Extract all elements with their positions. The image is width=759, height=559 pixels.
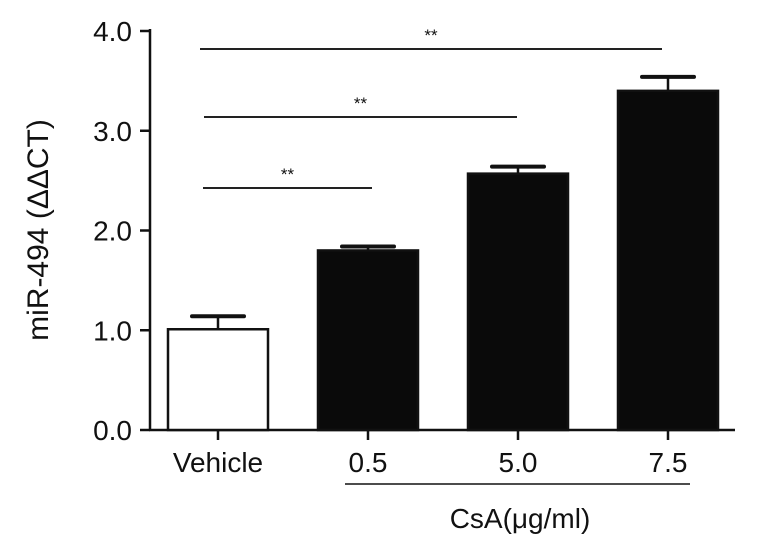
significance-label: **	[424, 26, 438, 45]
y-tick-label: 3.0	[93, 116, 132, 147]
x-tick-label: Vehicle	[173, 447, 263, 478]
y-tick-label: 1.0	[93, 315, 132, 346]
significance-label: **	[281, 165, 295, 184]
significance-label: **	[354, 94, 368, 113]
bar-7-5	[616, 89, 720, 432]
x-tick-label: 7.5	[649, 447, 688, 478]
y-tick-label: 0.0	[93, 415, 132, 446]
y-tick-label: 4.0	[93, 16, 132, 47]
x-tick-label: 5.0	[499, 447, 538, 478]
bar-0-5	[316, 249, 420, 432]
bar-5-0	[466, 172, 570, 432]
y-axis-label: miR-494 (ΔΔCT)	[22, 119, 55, 341]
bar-vehicle	[166, 328, 270, 432]
y-tick-label: 2.0	[93, 216, 132, 247]
group-label: CsA(μg/ml)	[450, 503, 591, 534]
x-tick-label: 0.5	[349, 447, 388, 478]
